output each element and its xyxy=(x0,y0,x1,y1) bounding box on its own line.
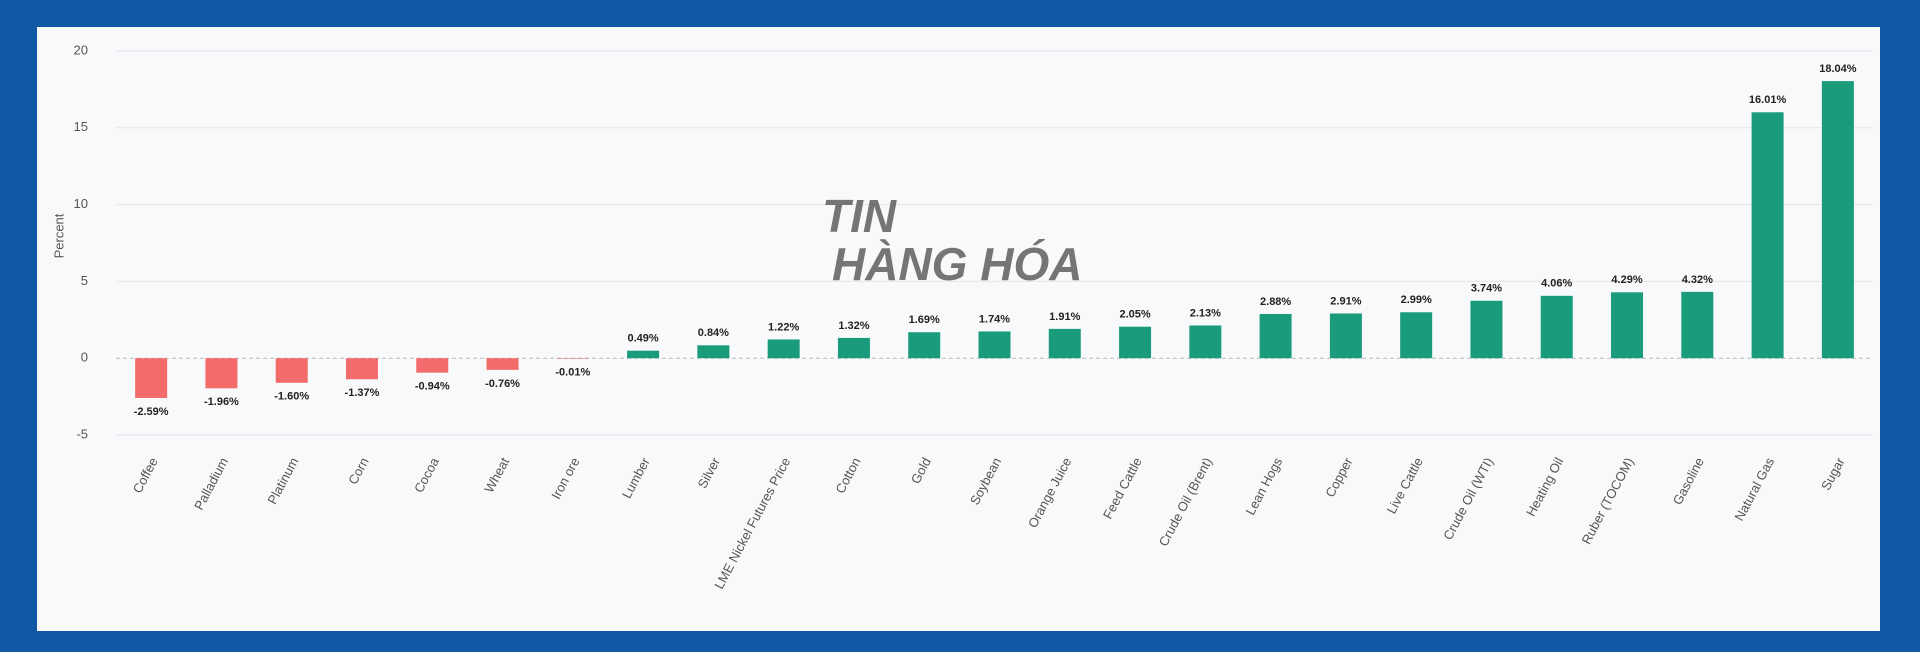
bar xyxy=(1611,292,1644,359)
value-label: 4.29% xyxy=(1611,274,1642,286)
bar xyxy=(1119,326,1152,359)
bar xyxy=(1821,81,1854,359)
value-label: -0.76% xyxy=(485,378,520,390)
value-label: 3.74% xyxy=(1471,283,1502,295)
bar xyxy=(1681,291,1714,359)
value-label: 0.49% xyxy=(627,333,658,345)
value-label: 2.88% xyxy=(1260,296,1291,308)
bar xyxy=(556,358,589,359)
bar xyxy=(1751,112,1784,359)
bar xyxy=(205,358,238,389)
bar xyxy=(1048,328,1081,359)
value-label: -1.60% xyxy=(274,391,309,403)
bar xyxy=(1540,295,1573,359)
value-label: -1.96% xyxy=(204,396,239,408)
y-tick-label: 15 xyxy=(74,119,88,134)
bar xyxy=(767,339,800,359)
bar xyxy=(135,358,168,398)
bar xyxy=(1259,313,1292,359)
y-tick-label: -5 xyxy=(76,426,88,441)
bar xyxy=(486,358,519,370)
bar xyxy=(416,358,449,373)
bar xyxy=(908,332,941,359)
value-label: 0.84% xyxy=(698,327,729,339)
watermark: TIN xyxy=(822,190,897,242)
value-label: -0.94% xyxy=(415,381,450,393)
bar xyxy=(1470,300,1503,359)
value-label: -2.59% xyxy=(134,406,169,418)
bar xyxy=(837,337,870,359)
value-label: 2.99% xyxy=(1401,294,1432,306)
value-label: 4.32% xyxy=(1682,274,1713,286)
y-axis-label: Percent xyxy=(51,213,66,258)
bar xyxy=(697,345,730,359)
value-label: -1.37% xyxy=(345,387,380,399)
bar xyxy=(275,358,308,383)
bar xyxy=(345,358,378,380)
bar xyxy=(627,350,660,359)
y-tick-label: 5 xyxy=(81,273,88,288)
value-label: 1.91% xyxy=(1049,311,1080,323)
watermark: HÀNG HÓA xyxy=(832,238,1082,290)
value-label: 1.74% xyxy=(979,313,1010,325)
y-tick-label: 0 xyxy=(81,350,88,365)
y-tick-label: 10 xyxy=(74,196,88,211)
value-label: 18.04% xyxy=(1819,63,1857,75)
bar xyxy=(978,331,1011,359)
bar xyxy=(1400,312,1433,359)
value-label: 2.91% xyxy=(1330,295,1361,307)
panel xyxy=(37,27,1880,631)
value-label: 4.06% xyxy=(1541,278,1572,290)
value-label: 1.32% xyxy=(838,320,869,332)
value-label: 2.05% xyxy=(1119,309,1150,321)
bar xyxy=(1329,313,1362,359)
bar xyxy=(1189,325,1222,359)
value-label: 1.69% xyxy=(909,314,940,326)
value-label: -0.01% xyxy=(555,366,590,378)
value-label: 2.13% xyxy=(1190,307,1221,319)
value-label: 16.01% xyxy=(1749,94,1787,106)
value-label: 1.22% xyxy=(768,321,799,333)
y-tick-label: 20 xyxy=(74,42,88,57)
